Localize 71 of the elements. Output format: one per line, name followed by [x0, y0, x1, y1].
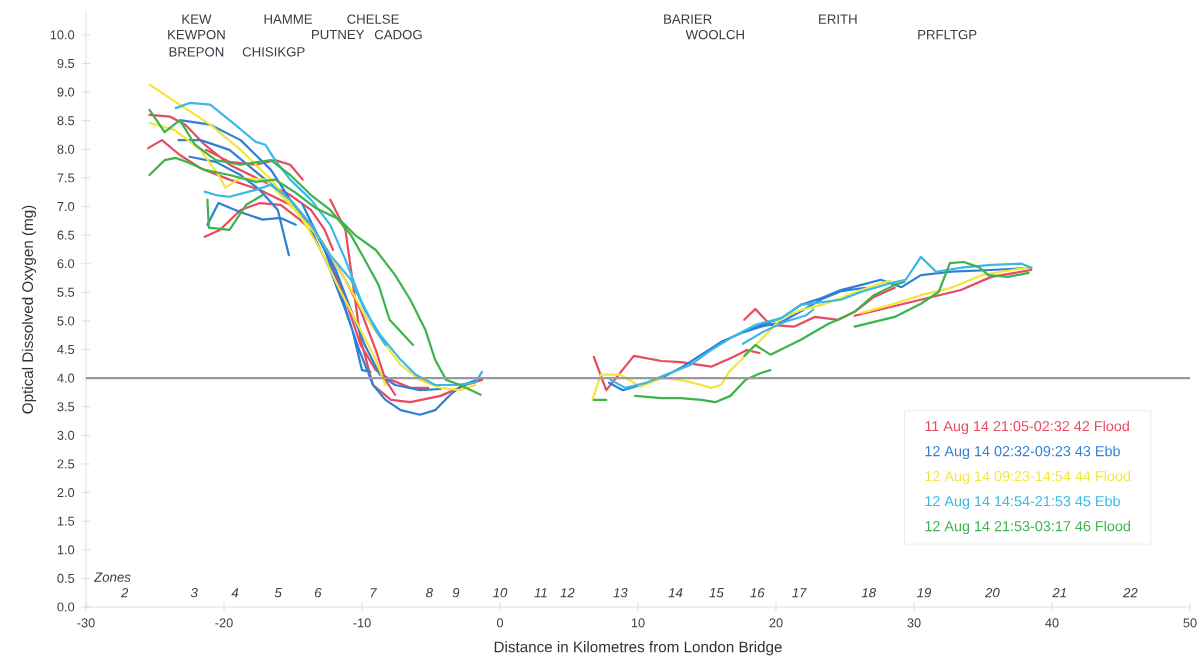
- annotation: KEW: [182, 14, 212, 24]
- y-tick-label: 4.5: [57, 345, 75, 354]
- annotation: 2: [120, 588, 129, 598]
- x-tick-label: 0: [496, 618, 504, 628]
- y-tick-label: 6.5: [57, 230, 75, 240]
- annotation: 8: [426, 588, 433, 598]
- y-tick-label: 0.5: [57, 573, 75, 583]
- annotation: 10: [493, 588, 508, 598]
- annotation: Zones: [93, 572, 131, 582]
- annotation: CHELSE: [347, 14, 399, 24]
- x-tick-label: -30: [77, 618, 95, 628]
- y-tick-label: 0.0: [57, 602, 75, 612]
- text: 12 Aug 14 21:53-03:17 46 Flood: [925, 520, 1130, 535]
- x-tick-label: 40: [1045, 618, 1059, 628]
- x-tick-label: 50: [1183, 618, 1197, 628]
- annotation: 3: [190, 588, 198, 598]
- x-axis-title: Distance in Kilometres from London Bridge: [494, 641, 782, 656]
- annotation: HAMME: [264, 14, 313, 24]
- annotation: 21: [1052, 588, 1066, 598]
- annotation: CADOG: [374, 29, 422, 40]
- annotation: 4: [231, 588, 239, 598]
- y-tick-label: 8.0: [57, 144, 75, 154]
- y-tick-label: 2.5: [57, 459, 75, 469]
- annotation: 12: [560, 588, 575, 598]
- annotation: BARIER: [664, 14, 712, 24]
- y-tick-label: 3.0: [57, 430, 75, 440]
- annotation: PRFLTGP: [918, 29, 977, 40]
- y-tick-label: 2.0: [57, 488, 75, 498]
- y-tick-label: 9.0: [57, 87, 75, 97]
- y-tick-label: 5.5: [57, 287, 75, 297]
- y-tick-label: 3.5: [57, 402, 75, 412]
- x-tick-label: 10: [631, 618, 645, 628]
- x-tick-label: 20: [769, 618, 783, 628]
- y-tick-label: 1.5: [57, 516, 75, 526]
- x-tick-label: -20: [215, 618, 233, 628]
- y-tick-label: 1.0: [57, 545, 75, 555]
- text: 12 Aug 14 14:54-21:53 45 Ebb: [925, 495, 1120, 510]
- y-tick-label: 9.5: [57, 58, 75, 69]
- x-tick-label: 30: [907, 618, 921, 628]
- annotation: PUTNEY: [312, 29, 365, 40]
- annotation: 13: [613, 588, 628, 598]
- annotation: 17: [792, 588, 807, 598]
- annotation: WOOLCH: [685, 29, 744, 40]
- y-tick-label: 6.0: [57, 259, 75, 269]
- annotation: 19: [916, 588, 932, 598]
- y-tick-label: 8.5: [57, 116, 75, 126]
- annotation: ERITH: [819, 14, 857, 24]
- annotation: 22: [1122, 588, 1138, 598]
- y-axis-title: Optical Dissolved Oxygen (mg): [21, 205, 37, 414]
- text: 11 Aug 14 21:05-02:32 42 Flood: [925, 420, 1129, 435]
- annotation: CHISIKGP: [242, 47, 305, 57]
- x-tick-label: -10: [353, 618, 371, 628]
- annotation: 14: [668, 588, 683, 598]
- y-tick-label: 7.0: [57, 201, 75, 212]
- annotation: KEWPON: [168, 29, 225, 40]
- text: 12 Aug 14 02:32-09:23 43 Ebb: [925, 445, 1120, 460]
- y-tick-label: 10.0: [50, 30, 75, 40]
- y-tick-label: 5.0: [57, 316, 75, 326]
- annotation: 11: [534, 588, 547, 598]
- annotation: 16: [750, 588, 765, 598]
- y-tick-label: 7.5: [57, 173, 75, 183]
- annotation: 6: [314, 588, 322, 598]
- annotation: 5: [274, 588, 282, 598]
- annotation: 20: [984, 588, 1000, 598]
- text: 12 Aug 14 09:23-14:54 44 Flood: [925, 470, 1130, 485]
- annotation: 7: [370, 588, 378, 598]
- y-tick-label: 4.0: [57, 373, 75, 383]
- annotation: 15: [709, 588, 724, 598]
- annotation: 9: [452, 588, 460, 598]
- annotation: 18: [861, 588, 877, 598]
- annotation: BREPON: [169, 47, 224, 57]
